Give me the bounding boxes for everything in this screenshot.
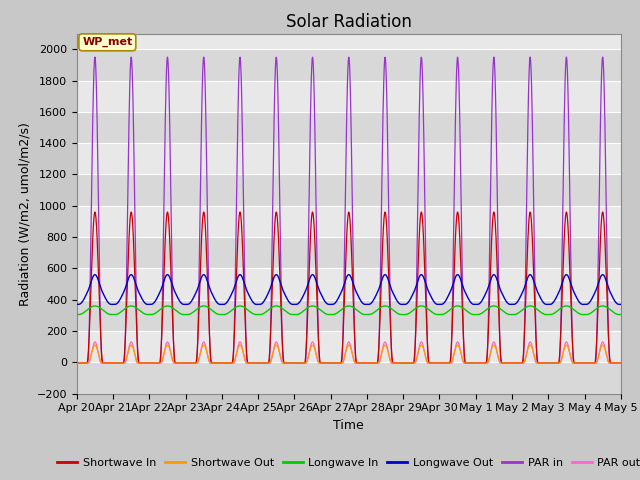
X-axis label: Time: Time bbox=[333, 419, 364, 432]
Legend: Shortwave In, Shortwave Out, Longwave In, Longwave Out, PAR in, PAR out: Shortwave In, Shortwave Out, Longwave In… bbox=[52, 453, 640, 472]
Y-axis label: Radiation (W/m2, umol/m2/s): Radiation (W/m2, umol/m2/s) bbox=[18, 121, 31, 306]
Bar bbox=[77, 49, 621, 81]
Bar bbox=[77, 362, 621, 394]
Text: WP_met: WP_met bbox=[82, 37, 132, 48]
Bar bbox=[77, 237, 621, 268]
Bar bbox=[77, 300, 621, 331]
Bar bbox=[77, 174, 621, 206]
Bar bbox=[77, 112, 621, 143]
Title: Solar Radiation: Solar Radiation bbox=[286, 12, 412, 31]
